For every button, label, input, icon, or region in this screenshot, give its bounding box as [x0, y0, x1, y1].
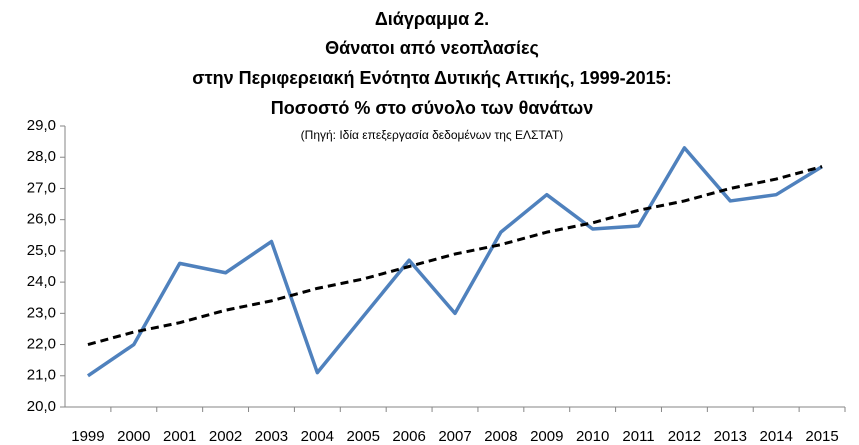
x-tick-label: 2003	[255, 428, 288, 445]
x-tick-label: 2002	[209, 428, 242, 445]
chart-title: Ποσοστό % στο σύνολο των θανάτων	[271, 98, 593, 118]
chart-subtitle: (Πηγή: Ιδία επεξεργασία δεδομένων της ΕΛ…	[301, 128, 564, 142]
x-tick-label: 2010	[576, 428, 609, 445]
x-tick-label: 2001	[163, 428, 196, 445]
chart-title: Διάγραμμα 2.	[375, 9, 489, 29]
data-line	[86, 146, 823, 378]
x-tick-label: 2005	[347, 428, 380, 445]
x-tick-label: 2015	[805, 428, 838, 445]
x-tick-label: 2014	[759, 428, 792, 445]
x-tick-label: 2000	[117, 428, 150, 445]
y-tick-label: 20,0	[27, 398, 56, 415]
y-tick-label: 24,0	[27, 273, 56, 290]
y-tick-label: 23,0	[27, 304, 56, 321]
chart-title: Θάνατοι από νεοπλασίες	[325, 38, 539, 58]
x-tick-label: 2012	[668, 428, 701, 445]
y-tick-label: 26,0	[27, 211, 56, 228]
chart-title: στην Περιφερειακή Ενότητα Δυτικής Αττική…	[192, 68, 671, 88]
y-tick-label: 28,0	[27, 148, 56, 165]
y-tick-label: 21,0	[27, 367, 56, 384]
x-tick-label: 1999	[71, 428, 104, 445]
trend-line	[87, 165, 823, 347]
x-tick-label: 2004	[301, 428, 334, 445]
y-tick-label: 22,0	[27, 336, 56, 353]
y-tick-label: 29,0	[27, 117, 56, 134]
y-tick-label: 27,0	[27, 179, 56, 196]
x-tick-label: 2013	[714, 428, 747, 445]
x-tick-label: 2009	[530, 428, 563, 445]
x-tick-label: 2006	[392, 428, 425, 445]
x-tick-label: 2007	[438, 428, 471, 445]
x-tick-label: 2011	[622, 428, 654, 445]
x-tick-label: 2008	[484, 428, 517, 445]
y-tick-label: 25,0	[27, 242, 56, 259]
